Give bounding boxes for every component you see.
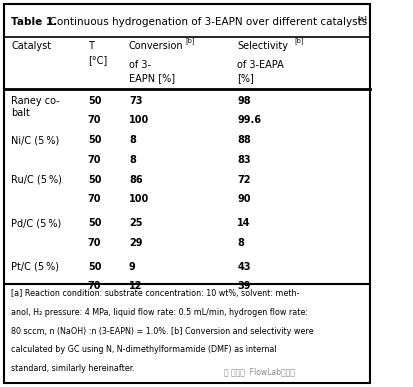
Text: 83: 83 (237, 155, 250, 165)
Text: 39: 39 (237, 281, 250, 291)
Text: 88: 88 (237, 135, 250, 146)
Text: 50: 50 (88, 218, 101, 228)
Text: 📱 公众号· FlowLab智造商: 📱 公众号· FlowLab智造商 (224, 368, 294, 377)
Text: [a]: [a] (357, 15, 366, 22)
Text: [a] Reaction condition: substrate concentration: 10 wt%, solvent: meth-: [a] Reaction condition: substrate concen… (11, 289, 299, 298)
Text: 8: 8 (237, 238, 244, 248)
Text: 99.6: 99.6 (237, 115, 261, 125)
Text: 50: 50 (88, 96, 101, 106)
Text: 8: 8 (128, 135, 135, 146)
Text: T
[°C]: T [°C] (88, 41, 107, 65)
Text: anol, H₂ pressure: 4 MPa, liquid flow rate: 0.5 mL/min, hydrogen flow rate:: anol, H₂ pressure: 4 MPa, liquid flow ra… (11, 308, 307, 317)
Text: 98: 98 (237, 96, 250, 106)
Text: [b]: [b] (294, 37, 304, 43)
Text: of 3-
EAPN [%]: of 3- EAPN [%] (128, 60, 175, 83)
Text: Ni/C (5 %): Ni/C (5 %) (11, 135, 59, 146)
Text: 70: 70 (88, 155, 101, 165)
Text: 9: 9 (128, 262, 135, 272)
Text: 14: 14 (237, 218, 250, 228)
Text: 86: 86 (128, 175, 142, 185)
Text: 100: 100 (128, 194, 149, 204)
Text: Table 1.: Table 1. (11, 17, 57, 27)
Text: 12: 12 (128, 281, 142, 291)
Text: Pt/C (5 %): Pt/C (5 %) (11, 262, 59, 272)
Text: 29: 29 (128, 238, 142, 248)
Text: Ru/C (5 %): Ru/C (5 %) (11, 175, 62, 185)
Text: 73: 73 (128, 96, 142, 106)
Text: Selectivity: Selectivity (237, 41, 287, 51)
Text: Raney co-
balt: Raney co- balt (11, 96, 60, 118)
Text: 70: 70 (88, 194, 101, 204)
Text: 8: 8 (128, 155, 135, 165)
Text: [b]: [b] (185, 37, 194, 43)
Text: Conversion: Conversion (128, 41, 183, 51)
Text: 25: 25 (128, 218, 142, 228)
Text: standard, similarly hereinafter.: standard, similarly hereinafter. (11, 364, 135, 373)
Text: 100: 100 (128, 115, 149, 125)
Text: 80 sccm, n (NaOH) :n (3-EAPN) = 1.0%. [b] Conversion and selectivity were: 80 sccm, n (NaOH) :n (3-EAPN) = 1.0%. [b… (11, 327, 313, 336)
Text: Catalyst: Catalyst (11, 41, 51, 51)
Text: calculated by GC using N, N-dimethylformamide (DMF) as internal: calculated by GC using N, N-dimethylform… (11, 345, 276, 354)
Text: 72: 72 (237, 175, 250, 185)
Text: 50: 50 (88, 262, 101, 272)
Text: Pd/C (5 %): Pd/C (5 %) (11, 218, 61, 228)
Text: 50: 50 (88, 135, 101, 146)
Text: of 3-EAPA
[%]: of 3-EAPA [%] (237, 60, 283, 83)
Text: 70: 70 (88, 281, 101, 291)
Text: 70: 70 (88, 238, 101, 248)
Text: 90: 90 (237, 194, 250, 204)
Text: 70: 70 (88, 115, 101, 125)
Text: 43: 43 (237, 262, 250, 272)
Text: 50: 50 (88, 175, 101, 185)
Text: Continuous hydrogenation of 3-EAPN over different catalysts: Continuous hydrogenation of 3-EAPN over … (43, 17, 366, 27)
